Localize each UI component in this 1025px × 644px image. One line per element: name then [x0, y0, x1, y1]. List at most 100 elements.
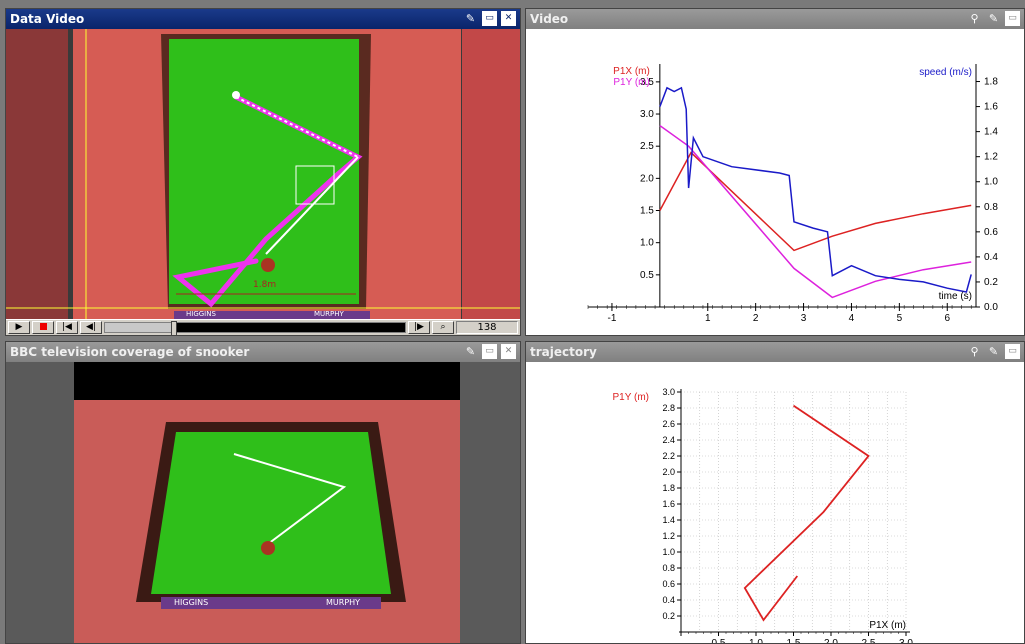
series-line-p1y — [659, 124, 972, 299]
to-start-button[interactable]: |◀ — [56, 321, 78, 334]
y-axis-label: P1Y (m) — [613, 392, 650, 403]
left-y-tick-label: 2.5 — [640, 141, 654, 152]
x-axis-label: time (s) — [939, 291, 972, 302]
y-tick-label: 1.4 — [662, 515, 675, 525]
distance-label: 1.8m — [253, 280, 277, 290]
data-video-titlebar[interactable]: Data Video ✎ ▭ ✕ — [6, 9, 520, 29]
close-icon[interactable]: ✕ — [501, 11, 516, 26]
right-y-tick-label: 0.0 — [984, 302, 998, 313]
x-tick-label: 3.0 — [899, 638, 913, 644]
x-tick-label: 1.0 — [749, 638, 763, 644]
video-controls: ▶ |◀ ◀| |▶ ⌕ 138 — [6, 319, 520, 335]
play-button[interactable]: ▶ — [8, 321, 30, 334]
maximize-icon[interactable]: ▭ — [1005, 11, 1020, 26]
right-y-tick-label: 1.8 — [984, 77, 998, 88]
wrench-icon[interactable]: ✎ — [465, 345, 476, 358]
y-tick-label: 2.4 — [662, 435, 675, 445]
y-tick-label: 1.2 — [662, 531, 675, 541]
trajectory-titlebar[interactable]: trajectory ⚲ ✎ ▭ — [526, 342, 1024, 362]
scoreboard-right-name: MURPHY — [314, 310, 344, 318]
bbc-scoreboard-right: MURPHY — [326, 598, 361, 607]
y-tick-label: 1.0 — [662, 547, 675, 557]
maximize-icon[interactable]: ▭ — [1005, 344, 1020, 359]
frame-counter: 138 — [456, 321, 518, 334]
trajectory-chart[interactable]: 0.5 1.0 1.5 2.0 2.5 3.0 0.2 0.4 0.6 0.8 1.0 1.2 1.4 1… — [526, 362, 1025, 644]
wrench-icon[interactable]: ✎ — [465, 12, 476, 25]
trajectory-panel: trajectory ⚲ ✎ ▭ 0.5 1.0 1.5 2.0 2.5 3.0 0.2 0.… — [525, 341, 1025, 644]
series-line-speed — [659, 86, 972, 293]
magnifier-icon[interactable]: ⚲ — [970, 345, 979, 358]
series-line-p1x — [659, 151, 972, 252]
bbc-titlebar[interactable]: BBC television coverage of snooker ✎ ▭ ✕ — [6, 342, 520, 362]
x-tick-label: 2.5 — [862, 638, 876, 644]
right-y-tick-label: 1.0 — [984, 177, 998, 188]
x-tick-label: 0.5 — [712, 638, 726, 644]
right-y-tick-label: 0.8 — [984, 202, 998, 213]
record-button[interactable] — [32, 321, 54, 334]
x-axis-label: P1X (m) — [869, 620, 906, 631]
series-label-speed: speed (m/s) — [919, 67, 972, 78]
time-series-chart[interactable]: -1 1 2 3 4 5 6 0.5 1.0 1.5 2.0 2.5 3.0 3.5 0.0 0.2 0.4 0.… — [526, 29, 1025, 335]
magnifier-icon[interactable]: ⚲ — [970, 12, 979, 25]
timeline-thumb[interactable] — [171, 321, 177, 335]
right-y-tick-label: 1.6 — [984, 102, 998, 113]
x-tick-label: -1 — [607, 313, 616, 324]
right-y-tick-label: 1.2 — [984, 152, 998, 163]
left-y-tick-label: 3.5 — [640, 77, 654, 88]
y-tick-label: 0.8 — [662, 563, 675, 573]
x-tick-label: 3 — [801, 313, 807, 324]
x-tick-label: 1 — [705, 313, 711, 324]
x-tick-label: 5 — [897, 313, 903, 324]
maximize-icon[interactable]: ▭ — [482, 344, 497, 359]
close-icon[interactable]: ✕ — [501, 344, 516, 359]
left-y-tick-label: 3.0 — [640, 109, 654, 120]
snooker-broadcast-video — [6, 362, 520, 643]
left-y-tick-label: 1.0 — [640, 238, 654, 249]
snooker-overhead-video — [6, 29, 520, 320]
x-tick-label: 4 — [849, 313, 855, 324]
scoreboard-left-name: HIGGINS — [186, 310, 216, 318]
y-tick-label: 2.6 — [662, 419, 675, 429]
right-y-tick-label: 0.2 — [984, 277, 998, 288]
data-video-frame[interactable]: 1.8m HIGGINS MURPHY — [6, 29, 520, 320]
timeline-slider[interactable] — [104, 321, 406, 335]
right-y-tick-label: 0.4 — [984, 252, 998, 263]
y-tick-label: 1.8 — [662, 483, 675, 493]
wrench-icon[interactable]: ✎ — [988, 345, 999, 358]
series-label-p1y: P1Y (m) — [613, 77, 650, 88]
left-y-tick-label: 0.5 — [640, 270, 654, 281]
step-back-button[interactable]: ◀| — [80, 321, 102, 334]
x-tick-label: 6 — [944, 313, 950, 324]
trajectory-line — [743, 404, 870, 622]
left-y-tick-label: 1.5 — [640, 206, 654, 217]
video-graph-title: Video — [530, 12, 569, 26]
maximize-icon[interactable]: ▭ — [482, 11, 497, 26]
x-tick-label: 2.0 — [824, 638, 838, 644]
bbc-video-frame[interactable]: HIGGINS MURPHY — [6, 362, 520, 643]
y-tick-label: 1.6 — [662, 499, 675, 509]
zoom-button[interactable]: ⌕ — [432, 321, 454, 334]
y-tick-label: 0.2 — [662, 611, 675, 621]
series-label-p1x: P1X (m) — [613, 66, 650, 77]
trajectory-title: trajectory — [530, 345, 597, 359]
video-graph-panel: Video ⚲ ✎ ▭ -1 1 2 3 4 5 6 0.5 1.0 1.5 2.0 2.5 3.0 3.… — [525, 8, 1025, 336]
right-y-tick-label: 0.6 — [984, 227, 998, 238]
x-tick-label: 2 — [753, 313, 759, 324]
bbc-scoreboard-left: HIGGINS — [174, 598, 209, 607]
video-graph-titlebar[interactable]: Video ⚲ ✎ ▭ — [526, 9, 1024, 29]
right-y-tick-label: 1.4 — [984, 127, 998, 138]
data-video-title: Data Video — [10, 12, 85, 26]
y-tick-label: 2.0 — [662, 467, 675, 477]
y-tick-label: 0.6 — [662, 579, 675, 589]
left-y-tick-label: 2.0 — [640, 173, 654, 184]
bbc-video-panel: BBC television coverage of snooker ✎ ▭ ✕… — [5, 341, 521, 644]
data-video-panel: Data Video ✎ ▭ ✕ 1. — [5, 8, 521, 336]
y-tick-label: 3.0 — [662, 387, 675, 397]
wrench-icon[interactable]: ✎ — [988, 12, 999, 25]
x-tick-label: 1.5 — [787, 638, 801, 644]
step-forward-button[interactable]: |▶ — [408, 321, 430, 334]
y-tick-label: 0.4 — [662, 595, 675, 605]
y-tick-label: 2.8 — [662, 403, 675, 413]
y-tick-label: 2.2 — [662, 451, 675, 461]
bbc-title: BBC television coverage of snooker — [10, 345, 250, 359]
